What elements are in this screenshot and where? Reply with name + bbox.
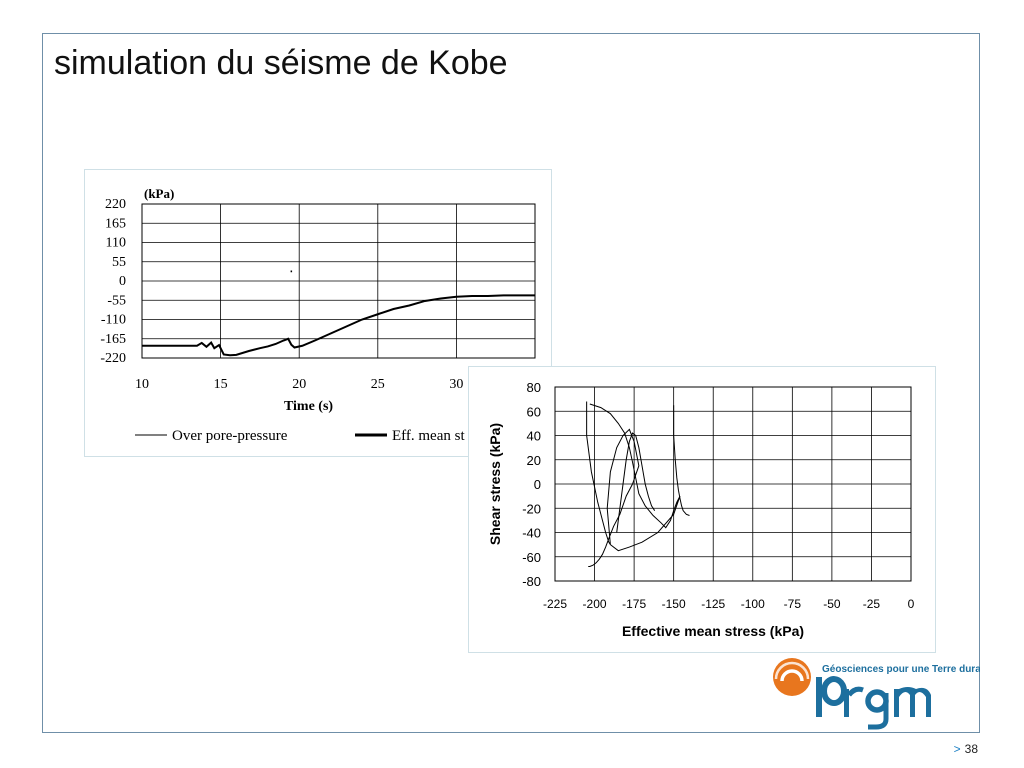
x-tick-label: -175 [622, 597, 646, 611]
y-tick-label: 165 [105, 216, 126, 231]
stress-path-chart-svg: 80 60 40 20 0 -20 -40 -60 -80-225 -200 -175 -150 -12… [487, 380, 915, 639]
y-tick-label: 40 [527, 429, 541, 444]
x-axis-title: Time (s) [284, 399, 333, 414]
x-tick-label: 25 [371, 377, 385, 392]
brgm-logo: Géosciences pour une Terre durable [770, 655, 996, 730]
unit-label: (kPa) [144, 186, 174, 201]
x-tick-label: -100 [741, 597, 765, 611]
legend-label-over-pore-pressure: Over pore-pressure [172, 428, 288, 444]
y-tick-label: -80 [522, 574, 541, 589]
pressure-time-chart-svg: 220 165 110 55 0 -55 -110 -165 -220 10 15 20 25 30 (kP… [100, 186, 536, 444]
x-tick-label: -150 [662, 597, 686, 611]
slide-title: simulation du séisme de Kobe [54, 44, 508, 82]
y-tick-label: -165 [100, 332, 126, 347]
page-number: 38 [964, 742, 978, 756]
y-tick-label: 220 [105, 197, 126, 212]
x-tick-label: -25 [863, 597, 881, 611]
y-tick-label: -40 [522, 526, 541, 541]
y-tick-label: -20 [522, 501, 541, 516]
y-tick-label: -220 [100, 351, 126, 366]
y-tick-label: -110 [101, 313, 126, 328]
slide-footer: >38 [954, 742, 978, 756]
legend-label-eff-mean-stress: Eff. mean st [392, 428, 465, 444]
y-axis-title: Shear stress (kPa) [487, 423, 503, 545]
x-tick-label: -50 [823, 597, 841, 611]
brgm-logo-mark: Géosciences pour une Terre durable [773, 658, 996, 730]
y-tick-label: 80 [527, 380, 541, 395]
y-tick-label: 55 [112, 255, 126, 270]
y-tick-label: 0 [119, 274, 126, 289]
stress-path-series [589, 403, 681, 552]
stress-path-series [673, 405, 690, 516]
x-tick-label: -75 [784, 597, 802, 611]
x-tick-label: 0 [908, 597, 915, 611]
stress-path-series [586, 401, 640, 567]
y-tick-label: 110 [106, 236, 126, 251]
x-axis-title: Effective mean stress (kPa) [622, 623, 804, 639]
stress-path-chart: 80 60 40 20 0 -20 -40 -60 -80 -225 -200 -175 -150 -12… [468, 366, 936, 653]
y-tick-label: 60 [527, 404, 541, 419]
y-tick-label: 20 [527, 453, 541, 468]
y-tick-label: 0 [534, 477, 541, 492]
stress-path-series [616, 432, 656, 533]
x-tick-label: 10 [135, 377, 149, 392]
y-tick-label: -60 [522, 550, 541, 565]
x-tick-label: -225 [543, 597, 567, 611]
y-tick-label: -55 [107, 293, 126, 308]
footer-arrow-icon[interactable]: > [953, 742, 961, 756]
brgm-tagline: Géosciences pour une Terre durable [822, 664, 980, 675]
x-tick-label: 30 [449, 377, 463, 392]
slide-frame [42, 33, 980, 733]
x-tick-label: -200 [583, 597, 607, 611]
x-tick-label: 20 [292, 377, 306, 392]
x-tick-label: 15 [214, 377, 228, 392]
x-tick-label: -125 [701, 597, 725, 611]
series-eff-mean-stress [142, 294, 535, 357]
